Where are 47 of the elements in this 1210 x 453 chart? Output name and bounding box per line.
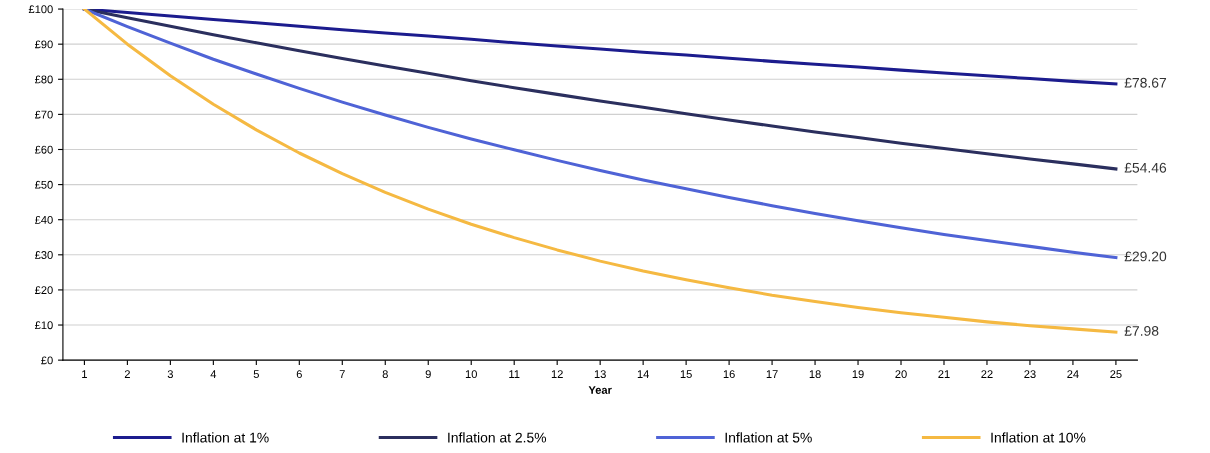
x-tick-label: 25 xyxy=(1110,370,1122,379)
x-tick-label: 10 xyxy=(465,370,477,379)
y-tick-label: £20 xyxy=(34,286,53,295)
x-tick-label: 1 xyxy=(82,370,87,378)
x-axis-title: Year xyxy=(588,386,612,394)
y-tick-label: £100 xyxy=(28,5,53,14)
legend-label: Inflation at 10% xyxy=(991,432,1086,443)
y-tick-label: £0 xyxy=(41,356,53,365)
x-tick-label: 20 xyxy=(895,370,907,379)
x-tick-label: 3 xyxy=(167,370,173,379)
x-tick-label: 14 xyxy=(637,370,649,378)
line-series xyxy=(82,9,1118,334)
x-tick-label: 7 xyxy=(339,370,345,378)
x-tick-label: 23 xyxy=(1024,370,1036,379)
y-tick-label: £70 xyxy=(34,110,53,119)
x-tick-label: 13 xyxy=(594,370,606,379)
x-tick-label: 11 xyxy=(509,370,520,378)
x-tick-label: 18 xyxy=(809,370,821,379)
x-tick-label: 17 xyxy=(766,370,778,378)
y-tick-label: £10 xyxy=(34,321,53,330)
x-tick-label: 19 xyxy=(852,370,864,379)
x-tick-label: 15 xyxy=(680,370,692,379)
y-tick-label: £30 xyxy=(34,251,53,259)
x-tick-label: 12 xyxy=(551,370,563,378)
y-tick-label: £90 xyxy=(34,40,53,49)
data-label: £78.67 xyxy=(1124,77,1167,88)
data-label: £7.98 xyxy=(1124,326,1159,336)
x-tick-label: 9 xyxy=(425,370,431,379)
x-tick-label: 22 xyxy=(981,370,993,378)
legend-label: Inflation at 2.5% xyxy=(448,432,547,443)
line-series xyxy=(82,9,1118,86)
legend-label: Inflation at 5% xyxy=(725,432,812,443)
x-tick-label: 24 xyxy=(1067,370,1079,378)
y-tick-label: £60 xyxy=(34,145,53,154)
y-tick-label: £40 xyxy=(34,215,53,224)
data-label: £54.46 xyxy=(1124,162,1167,173)
x-tick-label: 5 xyxy=(253,370,259,379)
y-tick-label: £80 xyxy=(34,75,53,84)
x-tick-label: 16 xyxy=(723,370,735,379)
legend-label: Inflation at 1% xyxy=(182,432,269,443)
x-tick-label: 2 xyxy=(124,370,130,378)
y-tick-label: £50 xyxy=(34,180,53,189)
x-tick-label: 21 xyxy=(938,370,950,378)
x-tick-label: 4 xyxy=(210,370,217,378)
x-tick-label: 6 xyxy=(296,370,302,379)
data-label: £29.20 xyxy=(1124,251,1167,262)
x-tick-label: 8 xyxy=(382,370,388,379)
